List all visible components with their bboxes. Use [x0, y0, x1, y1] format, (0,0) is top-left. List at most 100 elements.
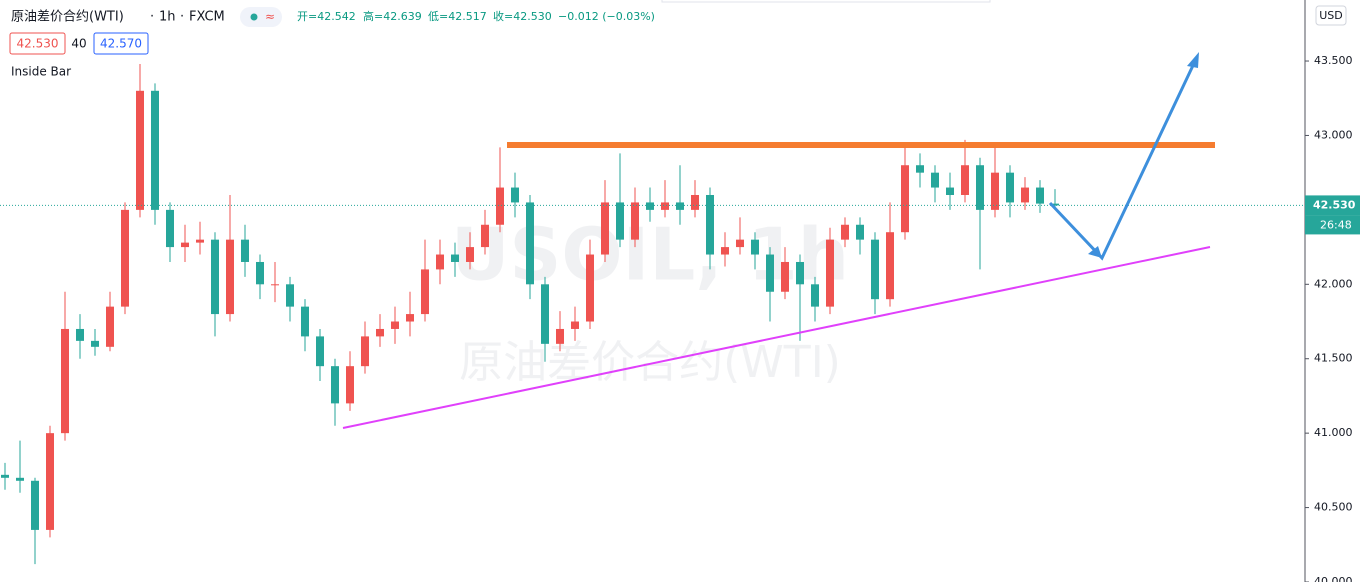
candle-body: [406, 314, 414, 322]
candle-body: [571, 321, 579, 329]
watermark-symbol: USOIL, 1h: [451, 213, 849, 297]
candle-body: [946, 187, 954, 195]
candle-body: [631, 202, 639, 240]
status-pill[interactable]: [240, 7, 282, 27]
candle-body: [136, 90, 144, 210]
candle-body: [226, 239, 234, 315]
candle-body: [781, 261, 789, 292]
status-dot: [250, 13, 258, 21]
candle-body: [916, 165, 924, 173]
candle-body: [931, 172, 939, 188]
candle-body: [421, 269, 429, 315]
separator: ·: [150, 10, 154, 25]
candle-body: [496, 187, 504, 225]
candle-body: [691, 194, 699, 210]
y-tick-label: 41.500: [1314, 352, 1353, 365]
source: FXCM: [189, 10, 225, 25]
y-tick-label: 42.000: [1314, 277, 1353, 290]
candle-body: [901, 165, 909, 233]
candle-body: [1, 474, 9, 478]
currency: USD: [1319, 9, 1343, 22]
panel-edge: [661, 0, 991, 3]
spread: 40: [71, 37, 86, 51]
candle-body: [661, 202, 669, 210]
watermark: USOIL, 1h 原油差价合约(WTI): [451, 213, 849, 388]
candle-body: [211, 239, 219, 315]
candle-body: [1036, 187, 1044, 204]
ohlc-low: 低=42.517: [428, 10, 487, 23]
candle-body: [151, 90, 159, 210]
ohlc-open: 开=42.542: [297, 10, 356, 23]
arrow-head: [1187, 52, 1199, 68]
symbol-title: 原油差价合约(WTI): [11, 10, 124, 25]
candle-body: [976, 165, 984, 210]
trend-line: [342, 246, 1211, 429]
candle-body: [706, 194, 714, 255]
countdown-box: [1305, 215, 1360, 235]
candle-body: [856, 224, 864, 240]
arrow-head: [1088, 246, 1102, 258]
candle-body: [271, 284, 279, 286]
candle-body: [721, 247, 729, 255]
bid-price: 42.530: [17, 37, 59, 51]
candle-body: [526, 202, 534, 285]
candle-body: [376, 328, 384, 337]
candle-body: [61, 328, 69, 434]
indicator-name: Inside Bar: [11, 65, 71, 79]
candle-body: [301, 306, 309, 337]
ask-price: 42.570: [100, 37, 142, 51]
candle-body: [241, 239, 249, 262]
plot: [0, 64, 1305, 565]
y-tick-label: 43.500: [1314, 54, 1353, 67]
y-tick-label: 41.000: [1314, 426, 1353, 439]
candle-body: [256, 261, 264, 285]
watermark-name: 原油差价合约(WTI): [459, 337, 841, 388]
candle-body: [286, 284, 294, 307]
candle-body: [436, 254, 444, 270]
y-tick-label: 40.500: [1314, 501, 1353, 514]
candle-body: [391, 321, 399, 329]
candle-body: [586, 254, 594, 322]
candle-body: [841, 224, 849, 240]
candle-body: [451, 254, 459, 262]
candle-body: [991, 172, 999, 210]
candle-body: [1006, 172, 1014, 203]
interval: 1h: [159, 10, 176, 25]
candle-body: [31, 480, 39, 530]
candle-body: [196, 239, 204, 243]
candle-body: [541, 284, 549, 344]
candle-body: [826, 239, 834, 307]
candle-body: [346, 366, 354, 404]
candle-body: [511, 187, 519, 203]
y-tick-label: 43.000: [1314, 128, 1353, 141]
separator: ·: [180, 10, 184, 25]
ohlc-high: 高=42.639: [363, 9, 422, 23]
candle-body: [1021, 187, 1029, 203]
ohlc-change: −0.012 (−0.03%): [558, 10, 655, 23]
last-price-box: [1305, 195, 1360, 216]
candle-body: [481, 224, 489, 248]
ohlc-close: 收=42.530: [493, 9, 552, 23]
candle-body: [76, 328, 84, 341]
candle-body: [616, 202, 624, 240]
currency-box: [1315, 5, 1347, 26]
candle-body: [106, 306, 114, 347]
candle-body: [166, 209, 174, 248]
bid-badge: [9, 32, 66, 55]
candle-body: [961, 165, 969, 195]
y-tick-label: 40.000: [1314, 575, 1353, 582]
countdown: 26:48: [1320, 218, 1352, 231]
price-axis: [1305, 0, 1360, 582]
candle-body: [766, 254, 774, 292]
candle-body: [886, 232, 894, 300]
candle-body: [46, 433, 54, 530]
candle-body: [316, 336, 324, 367]
status-icon: ≈: [265, 10, 275, 24]
candle-body: [331, 366, 339, 404]
y-axis: 43.50043.00042.50042.00041.50041.00040.5…: [1305, 54, 1353, 582]
candle-body: [1051, 203, 1059, 206]
candle-body: [16, 477, 24, 481]
candle-body: [361, 336, 369, 367]
candle-body: [466, 247, 474, 262]
candle-body: [871, 239, 879, 300]
